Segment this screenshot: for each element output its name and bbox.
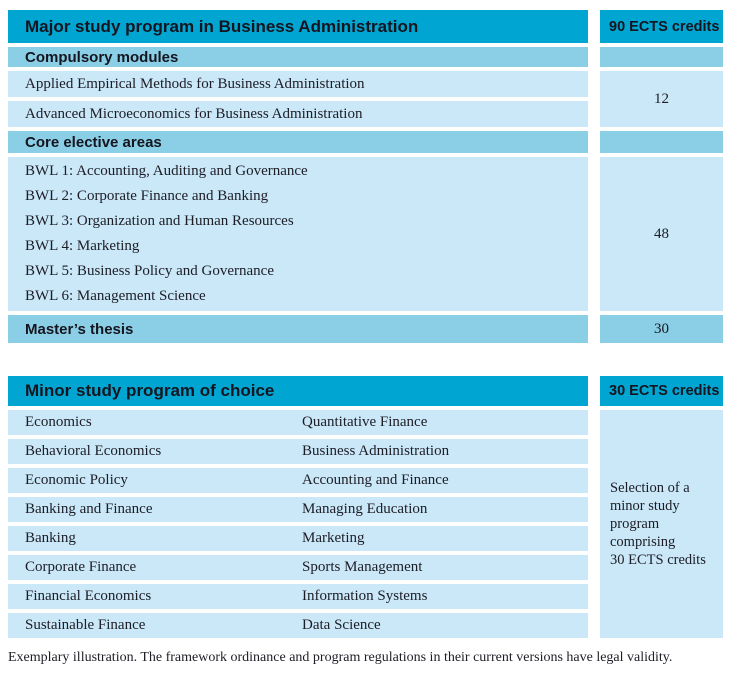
minor-row-banking: Banking Marketing	[8, 526, 588, 551]
compulsory-modules-header: Compulsory modules	[8, 47, 588, 67]
minor-row-economic-policy: Economic Policy Accounting and Finance	[8, 468, 588, 493]
major-program-table: Major study program in Business Administ…	[8, 10, 723, 343]
minor-option: Data Science	[302, 617, 381, 633]
minor-note-line: program	[610, 516, 660, 532]
minor-option: Economics	[25, 414, 92, 430]
minor-option: Marketing	[302, 530, 365, 546]
minor-option: Sustainable Finance	[25, 617, 146, 633]
core-area-bwl5: BWL 5: Business Policy and Governance	[25, 263, 274, 279]
minor-row-economics: Economics Quantitative Finance	[8, 410, 588, 435]
module-advanced-microeconomics: Advanced Microeconomics for Business Adm…	[8, 101, 588, 127]
minor-note-line: comprising	[610, 534, 676, 550]
minor-option: Quantitative Finance	[302, 414, 428, 430]
core-area-bwl2: BWL 2: Corporate Finance and Banking	[25, 188, 269, 204]
major-credits-header: 90 ECTS credits	[600, 10, 723, 43]
minor-row-sustainable-finance: Sustainable Finance Data Science	[8, 613, 588, 638]
minor-row-financial-economics: Financial Economics Information Systems	[8, 584, 588, 609]
minor-row-corporate-finance: Corporate Finance Sports Management	[8, 555, 588, 580]
minor-note-line: minor study	[610, 498, 680, 514]
minor-selection-note: Selection of a minor study program compr…	[600, 410, 723, 638]
minor-option: Sports Management	[302, 559, 423, 575]
thesis-credits-value: 30	[600, 315, 723, 343]
legal-footnote: Exemplary illustration. The framework or…	[8, 650, 673, 665]
minor-option: Accounting and Finance	[302, 472, 449, 488]
core-area-bwl1: BWL 1: Accounting, Auditing and Governan…	[25, 163, 308, 179]
module-applied-empirical-methods: Applied Empirical Methods for Business A…	[8, 71, 588, 97]
program-overview-page: Major study program in Business Administ…	[0, 10, 741, 692]
minor-row-behavioral-economics: Behavioral Economics Business Administra…	[8, 439, 588, 464]
minor-row-banking-and-finance: Banking and Finance Managing Education	[8, 497, 588, 522]
core-area-bwl6: BWL 6: Management Science	[25, 288, 206, 304]
minor-option: Economic Policy	[25, 472, 128, 488]
core-elective-credits-value: 48	[600, 157, 723, 311]
minor-option: Managing Education	[302, 501, 428, 517]
compulsory-credits-value: 12	[600, 71, 723, 127]
minor-option: Behavioral Economics	[25, 443, 162, 459]
minor-option: Business Administration	[302, 443, 450, 459]
minor-option: Banking and Finance	[25, 501, 153, 517]
minor-table-title: Minor study program of choice	[8, 376, 588, 406]
core-area-bwl4: BWL 4: Marketing	[25, 238, 140, 254]
masters-thesis-row: Master’s thesis	[8, 315, 588, 343]
minor-note-line: 30 ECTS credits	[610, 552, 706, 568]
minor-option: Banking	[25, 530, 76, 546]
minor-credits-header: 30 ECTS credits	[600, 376, 723, 406]
minor-option: Financial Economics	[25, 588, 152, 604]
minor-note-line: Selection of a	[610, 480, 690, 496]
major-table-title: Major study program in Business Administ…	[8, 10, 588, 43]
minor-program-table: Minor study program of choice 30 ECTS cr…	[8, 376, 723, 638]
core-elective-areas-list: BWL 1: Accounting, Auditing and Governan…	[8, 157, 588, 311]
core-area-bwl3: BWL 3: Organization and Human Resources	[25, 213, 294, 229]
minor-option: Corporate Finance	[25, 559, 137, 575]
compulsory-modules-header-spacer	[600, 47, 723, 67]
core-elective-areas-header-spacer	[600, 131, 723, 153]
minor-option: Information Systems	[302, 588, 428, 604]
core-elective-areas-header: Core elective areas	[8, 131, 588, 153]
